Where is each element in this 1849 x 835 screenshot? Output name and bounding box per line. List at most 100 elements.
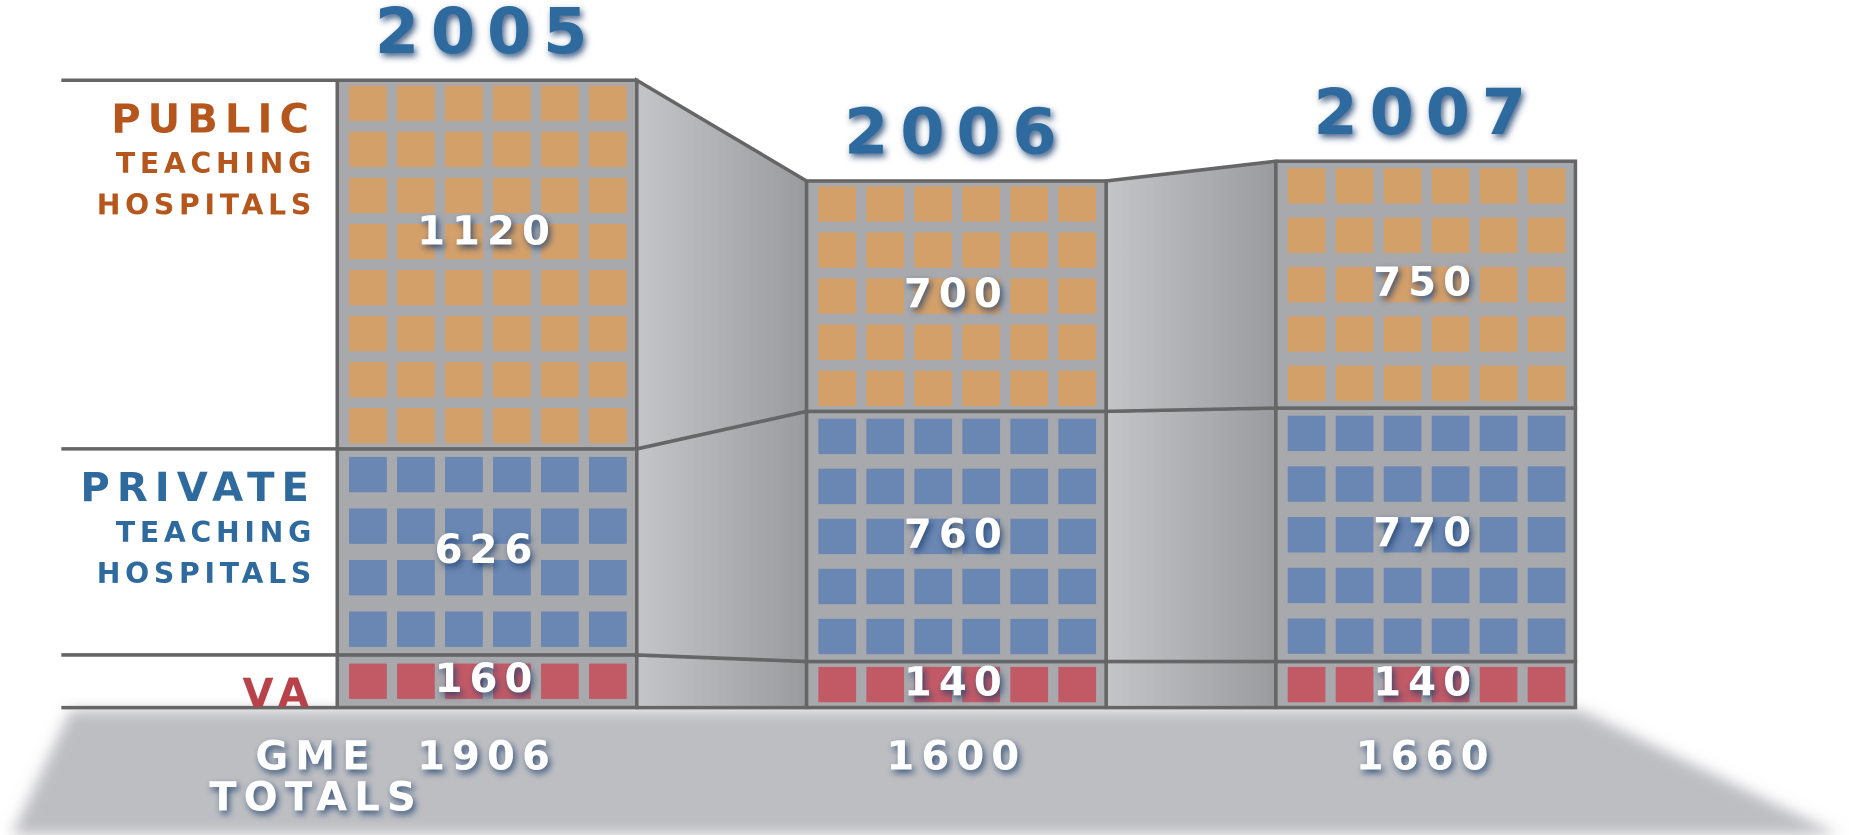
window xyxy=(445,456,483,493)
window xyxy=(397,362,435,398)
window xyxy=(541,362,579,398)
window xyxy=(1058,370,1097,407)
window xyxy=(1335,217,1374,253)
window xyxy=(962,186,1001,222)
window xyxy=(589,611,627,647)
window xyxy=(1383,415,1422,452)
window xyxy=(818,618,857,655)
window xyxy=(1479,415,1518,452)
window xyxy=(866,418,905,455)
window xyxy=(1335,567,1374,604)
window xyxy=(1010,568,1049,605)
series-label: PUBLIC xyxy=(111,97,316,143)
window xyxy=(1058,278,1097,314)
window xyxy=(1431,466,1470,502)
window xyxy=(541,177,579,214)
window xyxy=(445,611,483,647)
window xyxy=(349,269,387,306)
window xyxy=(1287,168,1326,204)
window xyxy=(397,663,435,699)
window xyxy=(589,408,627,444)
window xyxy=(493,85,531,121)
window xyxy=(914,618,953,655)
window xyxy=(589,559,627,596)
window xyxy=(589,362,627,398)
window xyxy=(1431,415,1470,452)
window xyxy=(1383,266,1422,303)
window xyxy=(914,568,953,605)
window xyxy=(1383,168,1422,204)
window xyxy=(1479,466,1518,502)
window xyxy=(1287,415,1326,452)
window xyxy=(962,370,1001,407)
window xyxy=(1383,466,1422,502)
window xyxy=(962,618,1001,655)
total-label: 1906 xyxy=(417,733,557,779)
window xyxy=(1527,365,1566,402)
window xyxy=(349,315,387,352)
window xyxy=(1527,316,1566,352)
window xyxy=(541,508,579,544)
window xyxy=(962,666,1001,703)
window xyxy=(1287,365,1326,402)
window xyxy=(818,324,857,360)
window xyxy=(493,362,531,398)
value-label: 770 xyxy=(1373,510,1478,556)
window xyxy=(445,508,483,544)
window xyxy=(541,663,579,699)
value-label: 140 xyxy=(904,660,1009,706)
window xyxy=(1431,365,1470,402)
connector xyxy=(1104,659,1278,710)
window xyxy=(1010,468,1049,505)
window xyxy=(818,468,857,505)
window xyxy=(1479,316,1518,352)
window xyxy=(818,278,857,314)
window xyxy=(866,370,905,407)
window xyxy=(962,324,1001,360)
window xyxy=(1335,266,1374,303)
window xyxy=(1287,266,1326,303)
window xyxy=(589,456,627,493)
window xyxy=(866,232,905,268)
window xyxy=(445,223,483,260)
window xyxy=(445,85,483,121)
window xyxy=(818,418,857,455)
window xyxy=(589,315,627,352)
window xyxy=(1383,618,1422,654)
window xyxy=(349,611,387,647)
window xyxy=(1527,517,1566,553)
window xyxy=(493,663,531,699)
window xyxy=(1058,568,1097,605)
window xyxy=(589,663,627,699)
window xyxy=(866,186,905,222)
window xyxy=(445,269,483,306)
window xyxy=(397,223,435,260)
window xyxy=(397,269,435,306)
value-label: 160 xyxy=(435,656,540,702)
window xyxy=(397,559,435,596)
year-label: 2006 xyxy=(844,96,1068,170)
window xyxy=(818,186,857,222)
window xyxy=(1479,266,1518,303)
floor-shadow xyxy=(11,709,1840,835)
window xyxy=(589,508,627,544)
window xyxy=(914,468,953,505)
window xyxy=(1383,517,1422,553)
window xyxy=(1335,365,1374,402)
window xyxy=(589,223,627,260)
window xyxy=(1010,666,1049,703)
window xyxy=(1058,468,1097,505)
series-label: HOSPITALS xyxy=(97,557,316,590)
total-label: 1600 xyxy=(886,733,1026,779)
window xyxy=(493,315,531,352)
window xyxy=(1527,217,1566,253)
window xyxy=(1010,518,1049,555)
window xyxy=(1527,415,1566,452)
window xyxy=(1335,168,1374,204)
window xyxy=(397,315,435,352)
connector xyxy=(635,653,809,710)
connector xyxy=(1104,406,1278,664)
window xyxy=(866,278,905,314)
window xyxy=(914,324,953,360)
window xyxy=(1058,418,1097,455)
